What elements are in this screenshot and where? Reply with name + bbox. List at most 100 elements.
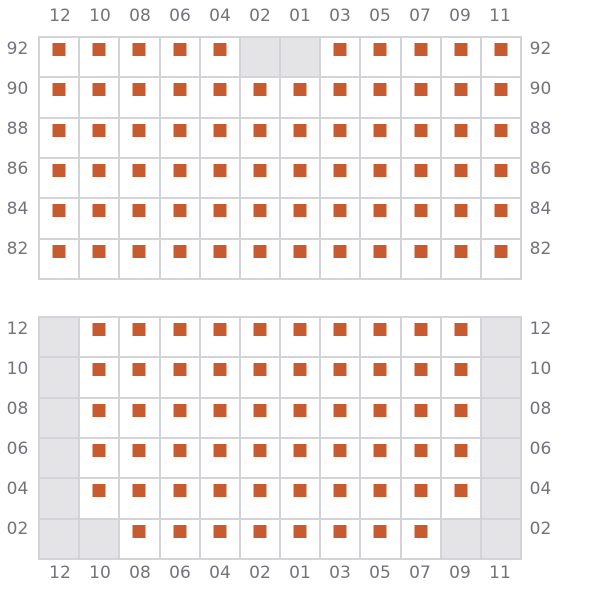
seat-cell[interactable] [200,438,239,478]
seat-cell[interactable] [321,78,360,117]
seat-cell[interactable] [120,438,159,478]
seat-cell[interactable] [160,158,199,198]
seat-cell[interactable] [40,199,79,238]
seat-cell[interactable] [361,519,400,558]
seat-cell[interactable] [281,479,320,518]
seat-cell[interactable] [160,118,199,157]
seat-cell[interactable] [441,38,480,77]
seat-cell[interactable] [80,38,119,77]
seat-cell[interactable] [361,38,400,77]
seat-cell[interactable] [481,38,520,77]
seat-cell[interactable] [120,479,159,518]
seat-cell[interactable] [120,358,159,397]
seat-cell[interactable] [80,438,119,478]
seat-cell[interactable] [120,118,159,157]
seat-cell[interactable] [120,519,159,558]
seat-cell[interactable] [40,78,79,117]
seat-cell[interactable] [200,199,239,238]
seat-cell[interactable] [200,318,239,357]
seat-cell[interactable] [281,78,320,117]
seat-cell[interactable] [441,78,480,117]
seat-cell[interactable] [401,318,440,357]
seat-cell[interactable] [281,398,320,437]
seat-cell[interactable] [481,158,520,198]
seat-cell[interactable] [441,239,480,278]
seat-cell[interactable] [401,239,440,278]
seat-cell[interactable] [481,118,520,157]
seat-cell[interactable] [240,438,279,478]
seat-cell[interactable] [281,358,320,397]
seat-cell[interactable] [361,438,400,478]
seat-cell[interactable] [160,479,199,518]
seat-cell[interactable] [240,479,279,518]
seat-cell[interactable] [200,519,239,558]
seat-cell[interactable] [401,199,440,238]
seat-cell[interactable] [321,199,360,238]
seat-cell[interactable] [80,358,119,397]
seat-cell[interactable] [160,38,199,77]
seat-cell[interactable] [361,398,400,437]
seat-cell[interactable] [80,78,119,117]
seat-cell[interactable] [240,158,279,198]
seat-cell[interactable] [120,318,159,357]
seat-cell[interactable] [160,78,199,117]
seat-cell[interactable] [200,358,239,397]
seat-cell[interactable] [160,438,199,478]
seat-cell[interactable] [481,199,520,238]
seat-cell[interactable] [441,118,480,157]
seat-cell[interactable] [120,38,159,77]
seat-cell[interactable] [321,318,360,357]
seat-cell[interactable] [441,479,480,518]
seat-cell[interactable] [240,398,279,437]
seat-cell[interactable] [441,158,480,198]
seat-cell[interactable] [321,358,360,397]
seat-cell[interactable] [40,239,79,278]
seat-cell[interactable] [281,118,320,157]
seat-cell[interactable] [40,38,79,77]
seat-cell[interactable] [481,239,520,278]
seat-cell[interactable] [361,318,400,357]
seat-cell[interactable] [321,519,360,558]
seat-cell[interactable] [361,239,400,278]
seat-cell[interactable] [240,199,279,238]
seat-cell[interactable] [481,78,520,117]
seat-cell[interactable] [361,199,400,238]
seat-cell[interactable] [160,318,199,357]
seat-cell[interactable] [441,358,480,397]
seat-cell[interactable] [361,78,400,117]
seat-cell[interactable] [40,158,79,198]
seat-cell[interactable] [80,318,119,357]
seat-cell[interactable] [281,519,320,558]
seat-cell[interactable] [401,38,440,77]
seat-cell[interactable] [120,78,159,117]
seat-cell[interactable] [200,158,239,198]
seat-cell[interactable] [200,239,239,278]
seat-cell[interactable] [321,438,360,478]
seat-cell[interactable] [361,158,400,198]
seat-cell[interactable] [441,318,480,357]
seat-cell[interactable] [160,358,199,397]
seat-cell[interactable] [401,398,440,437]
seat-cell[interactable] [401,479,440,518]
seat-cell[interactable] [200,38,239,77]
seat-cell[interactable] [321,158,360,198]
seat-cell[interactable] [200,398,239,437]
seat-cell[interactable] [160,519,199,558]
seat-cell[interactable] [361,479,400,518]
seat-cell[interactable] [80,199,119,238]
seat-cell[interactable] [321,239,360,278]
seat-cell[interactable] [401,519,440,558]
seat-cell[interactable] [321,38,360,77]
seat-cell[interactable] [441,398,480,437]
seat-cell[interactable] [120,158,159,198]
seat-cell[interactable] [240,318,279,357]
seat-cell[interactable] [401,78,440,117]
seat-cell[interactable] [441,199,480,238]
seat-cell[interactable] [401,438,440,478]
seat-cell[interactable] [120,239,159,278]
seat-cell[interactable] [80,158,119,198]
seat-cell[interactable] [80,398,119,437]
seat-cell[interactable] [281,318,320,357]
seat-cell[interactable] [80,118,119,157]
seat-cell[interactable] [160,199,199,238]
